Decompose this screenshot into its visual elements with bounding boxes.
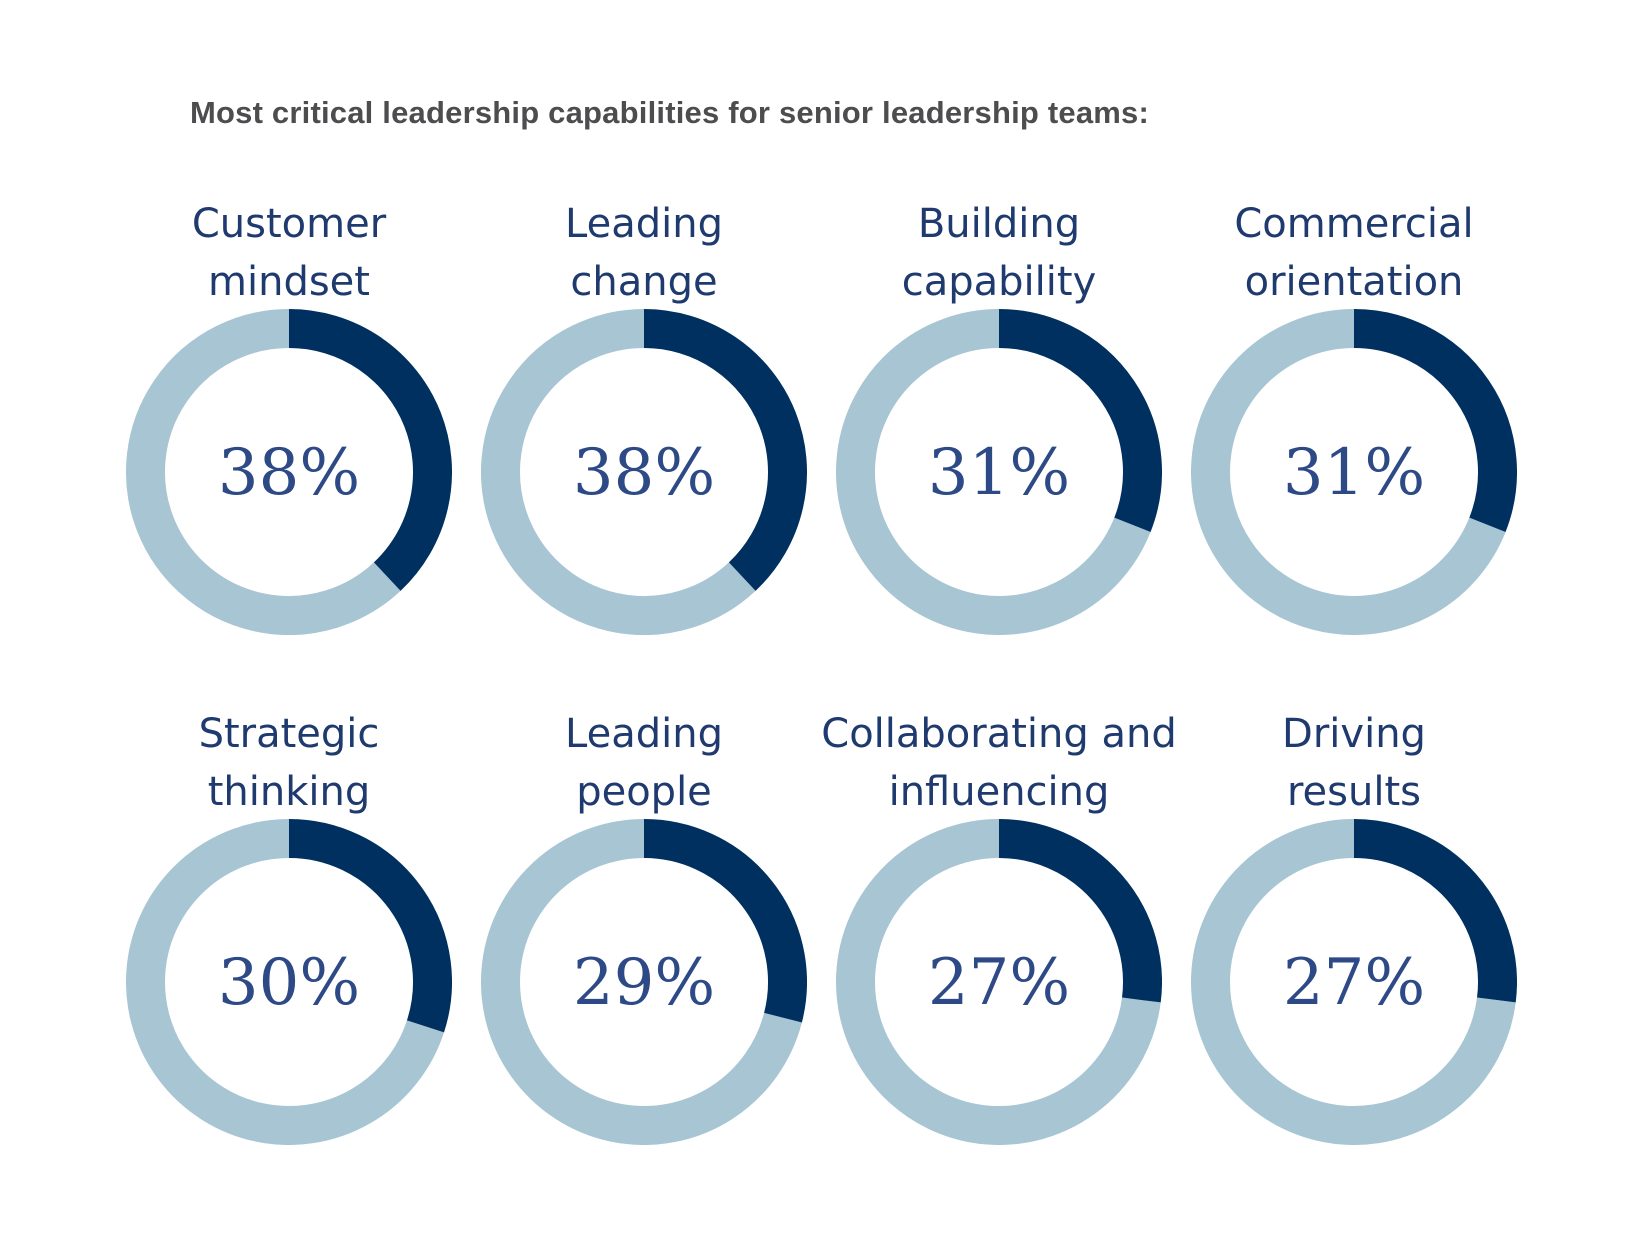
donut-remaining-arc: [836, 309, 1151, 635]
capability-card: Leading people 29%: [464, 705, 824, 1165]
donut-chart: [126, 309, 452, 635]
donut-remaining-arc: [126, 309, 401, 635]
donut-chart: [126, 819, 452, 1145]
capability-label-line: Strategic: [198, 711, 380, 757]
capability-label-line: change: [570, 259, 718, 305]
donut-chart: [481, 819, 807, 1145]
donut-remaining-arc: [1191, 819, 1516, 1145]
capability-label-line: Customer: [191, 201, 387, 247]
capability-label: Building capability: [819, 195, 1179, 311]
donut-chart: [1191, 819, 1517, 1145]
donut-remaining-arc: [481, 819, 802, 1145]
capability-card: Commercial orientation 31%: [1174, 195, 1534, 655]
percent-value: 27%: [1282, 946, 1426, 1020]
percent-value: 31%: [1282, 436, 1426, 510]
donut-remaining-arc: [1191, 309, 1506, 635]
percent-value: 38%: [572, 436, 716, 510]
donut-remaining-arc: [836, 819, 1161, 1145]
donut-value-arc: [998, 309, 1162, 532]
capability-card: Leading change 38%: [464, 195, 824, 655]
capability-label-line: Collaborating and: [821, 711, 1177, 757]
percent-value: 27%: [927, 946, 1071, 1020]
capability-card: Building capability 31%: [819, 195, 1179, 655]
percent-value: 29%: [572, 946, 716, 1020]
capability-label-line: Leading: [565, 201, 723, 247]
donut-chart: [836, 819, 1162, 1145]
capability-label: Collaborating and influencing: [819, 705, 1179, 821]
donut-value-arc: [998, 819, 1162, 1003]
capability-label: Strategic thinking: [109, 705, 469, 821]
donut-chart: [836, 309, 1162, 635]
capability-label-line: influencing: [888, 769, 1110, 815]
donut-value-arc: [643, 309, 807, 591]
donut-remaining-arc: [481, 309, 756, 635]
capability-label-line: Commercial: [1234, 201, 1474, 247]
donut-value-arc: [288, 819, 452, 1033]
percent-value: 30%: [217, 946, 361, 1020]
capability-label-line: mindset: [208, 259, 370, 305]
donut-value-arc: [643, 819, 807, 1023]
capability-label: Commercial orientation: [1174, 195, 1534, 311]
donut-chart: [481, 309, 807, 635]
capability-label-line: results: [1286, 769, 1421, 815]
donut-value-arc: [288, 309, 452, 591]
donut-value-arc: [1353, 819, 1517, 1003]
donut-remaining-arc: [126, 819, 445, 1145]
capability-card: Customer mindset 38%: [109, 195, 469, 655]
capability-label-line: Driving: [1282, 711, 1426, 757]
capability-label-line: capability: [901, 259, 1097, 305]
capability-card: Driving results 27%: [1174, 705, 1534, 1165]
capability-label-line: Building: [917, 201, 1081, 247]
capability-label-line: people: [576, 769, 712, 815]
chart-title: Most critical leadership capabilities fo…: [190, 95, 1150, 130]
capability-label: Leading change: [464, 195, 824, 311]
capability-label: Leading people: [464, 705, 824, 821]
capability-card: Collaborating and influencing 27%: [819, 705, 1179, 1165]
percent-value: 31%: [927, 436, 1071, 510]
donut-value-arc: [1353, 309, 1517, 532]
donut-chart: [1191, 309, 1517, 635]
capability-card: Strategic thinking 30%: [109, 705, 469, 1165]
capability-label-line: orientation: [1244, 259, 1464, 305]
capability-label-line: thinking: [207, 769, 371, 815]
capability-label: Customer mindset: [109, 195, 469, 311]
capability-label-line: Leading: [565, 711, 723, 757]
percent-value: 38%: [217, 436, 361, 510]
capability-label: Driving results: [1174, 705, 1534, 821]
